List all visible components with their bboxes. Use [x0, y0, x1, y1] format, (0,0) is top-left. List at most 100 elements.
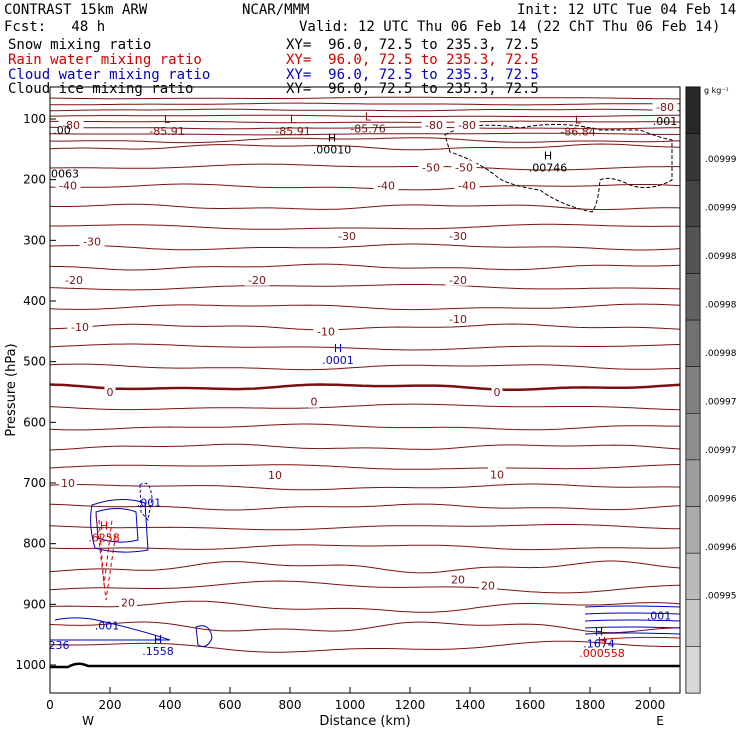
high-marker: H	[334, 342, 342, 355]
colorbar-cell	[685, 133, 701, 181]
temperature-contour	[49, 403, 681, 411]
temperature-label: -40	[377, 180, 395, 193]
colorbar-cell	[685, 366, 701, 414]
colorbar-label: .00997	[705, 446, 737, 456]
cloud-water-contour	[50, 617, 171, 641]
temperature-contour	[49, 464, 681, 470]
x-tick-label: 2000	[635, 698, 666, 712]
x-tick-label: 400	[159, 698, 182, 712]
temperature-contour	[49, 640, 681, 653]
label-background	[479, 578, 497, 592]
temperature-label: -30	[449, 230, 467, 243]
colorbar-cell	[685, 273, 701, 321]
label-background	[454, 118, 480, 132]
high-marker: H	[100, 520, 108, 533]
temperature-contour	[49, 621, 681, 634]
low-marker: L	[575, 114, 582, 127]
temperature-contour	[49, 443, 681, 451]
x-tick-label: 1800	[575, 698, 606, 712]
colorbar-cell	[685, 599, 701, 647]
y-tick-label: 500	[23, 355, 46, 369]
y-tick-label: 1000	[15, 658, 46, 672]
temperature-contour	[49, 323, 681, 331]
high-marker: H	[595, 626, 603, 639]
label-background	[445, 312, 471, 326]
colorbar-label: .00996	[705, 495, 737, 505]
snow-contour	[444, 123, 673, 213]
model-title: CONTRAST 15km ARW	[4, 2, 148, 18]
label-background	[67, 320, 93, 334]
colorbar-label: .00995	[705, 592, 737, 602]
temperature-label: -30	[83, 236, 101, 249]
east-label: E	[656, 714, 664, 728]
temperature-label: -30	[338, 230, 356, 243]
temperature-label: -80	[458, 119, 476, 132]
extremum-value: .1674	[583, 638, 615, 651]
temperature-label: -20	[248, 274, 266, 287]
label-background	[119, 595, 137, 609]
temperature-label: 20	[481, 580, 495, 593]
temperature-label: -20	[65, 274, 83, 287]
extremum-value: .1558	[142, 645, 174, 658]
temperature-label: 10	[490, 469, 504, 482]
field-name-rain: Rain water mixing ratio	[8, 52, 202, 68]
temperature-label: 10	[61, 477, 75, 490]
low-marker: L	[290, 113, 297, 126]
temperature-label: 0	[107, 386, 114, 399]
contour-labels: -80 -80 -80 -80 -50 -50 -40 -40 -40 -30 -30 -30 -20 -…	[49, 99, 678, 660]
temperature-contour	[49, 503, 681, 511]
temperature-contour	[49, 108, 680, 112]
temperature-label: 20	[121, 597, 135, 610]
temperature-contour	[50, 120, 681, 124]
high-marker: H	[328, 131, 336, 144]
rain-contour	[595, 636, 681, 641]
x-tick-label: 1200	[395, 698, 426, 712]
label-background	[454, 178, 480, 192]
low-marker: L	[365, 111, 372, 124]
organization: NCAR/MMM	[242, 2, 310, 18]
colorbar-units: g kg⁻¹	[704, 86, 729, 95]
plot-frame	[49, 86, 681, 694]
hydrometeor-contours	[50, 123, 681, 647]
temperature-contour	[49, 363, 681, 371]
label-background	[451, 160, 477, 174]
temperature-contour	[49, 96, 680, 100]
high-marker: H	[598, 635, 606, 648]
x-tick-label: 1600	[515, 698, 546, 712]
temperature-contour	[49, 143, 681, 151]
label-background	[79, 234, 105, 248]
x-tick-label: 200	[99, 698, 122, 712]
contour-value-label: .001	[95, 620, 120, 633]
temperature-label: -10	[317, 325, 335, 338]
temperature-contour	[49, 126, 681, 130]
label-background	[418, 160, 444, 174]
forecast-hour: Fcst: 48 h	[4, 19, 106, 35]
field-name-snow: Snow mixing ratio	[8, 37, 152, 53]
field-xy-rain: XY= 96.0, 72.5 to 235.3, 72.5	[286, 52, 539, 68]
temperature-contour	[49, 163, 680, 171]
contour-value-label: .001	[137, 496, 162, 509]
label-background	[449, 572, 467, 586]
field-xy-snow: XY= 96.0, 72.5 to 235.3, 72.5	[286, 37, 539, 53]
rain-contour	[95, 514, 117, 601]
high-marker: H	[154, 633, 162, 646]
extremum-value: -85.76	[350, 123, 385, 136]
field-name-cloud-ice: Cloud ice mixing ratio	[8, 81, 194, 97]
temperature-label: 10	[268, 469, 282, 482]
label-background	[58, 118, 84, 132]
cloud-water-contour	[95, 508, 139, 543]
colorbar-cell	[685, 413, 701, 461]
label-background	[421, 118, 447, 132]
temperature-label: 0	[494, 386, 501, 399]
terrain-line	[50, 662, 680, 669]
y-tick-label: 900	[23, 597, 46, 611]
temperature-label: 0	[311, 396, 318, 409]
temperature-contour	[49, 137, 681, 144]
temperature-label: -80	[656, 101, 674, 114]
label-background	[488, 467, 506, 481]
label-background	[445, 229, 471, 243]
y-tick-label: 800	[23, 537, 46, 551]
field-xy-cloud-ice: XY= 96.0, 72.5 to 235.3, 72.5	[286, 81, 539, 97]
cloud-water-contour	[584, 626, 681, 629]
extremum-value: .6258	[88, 532, 120, 545]
